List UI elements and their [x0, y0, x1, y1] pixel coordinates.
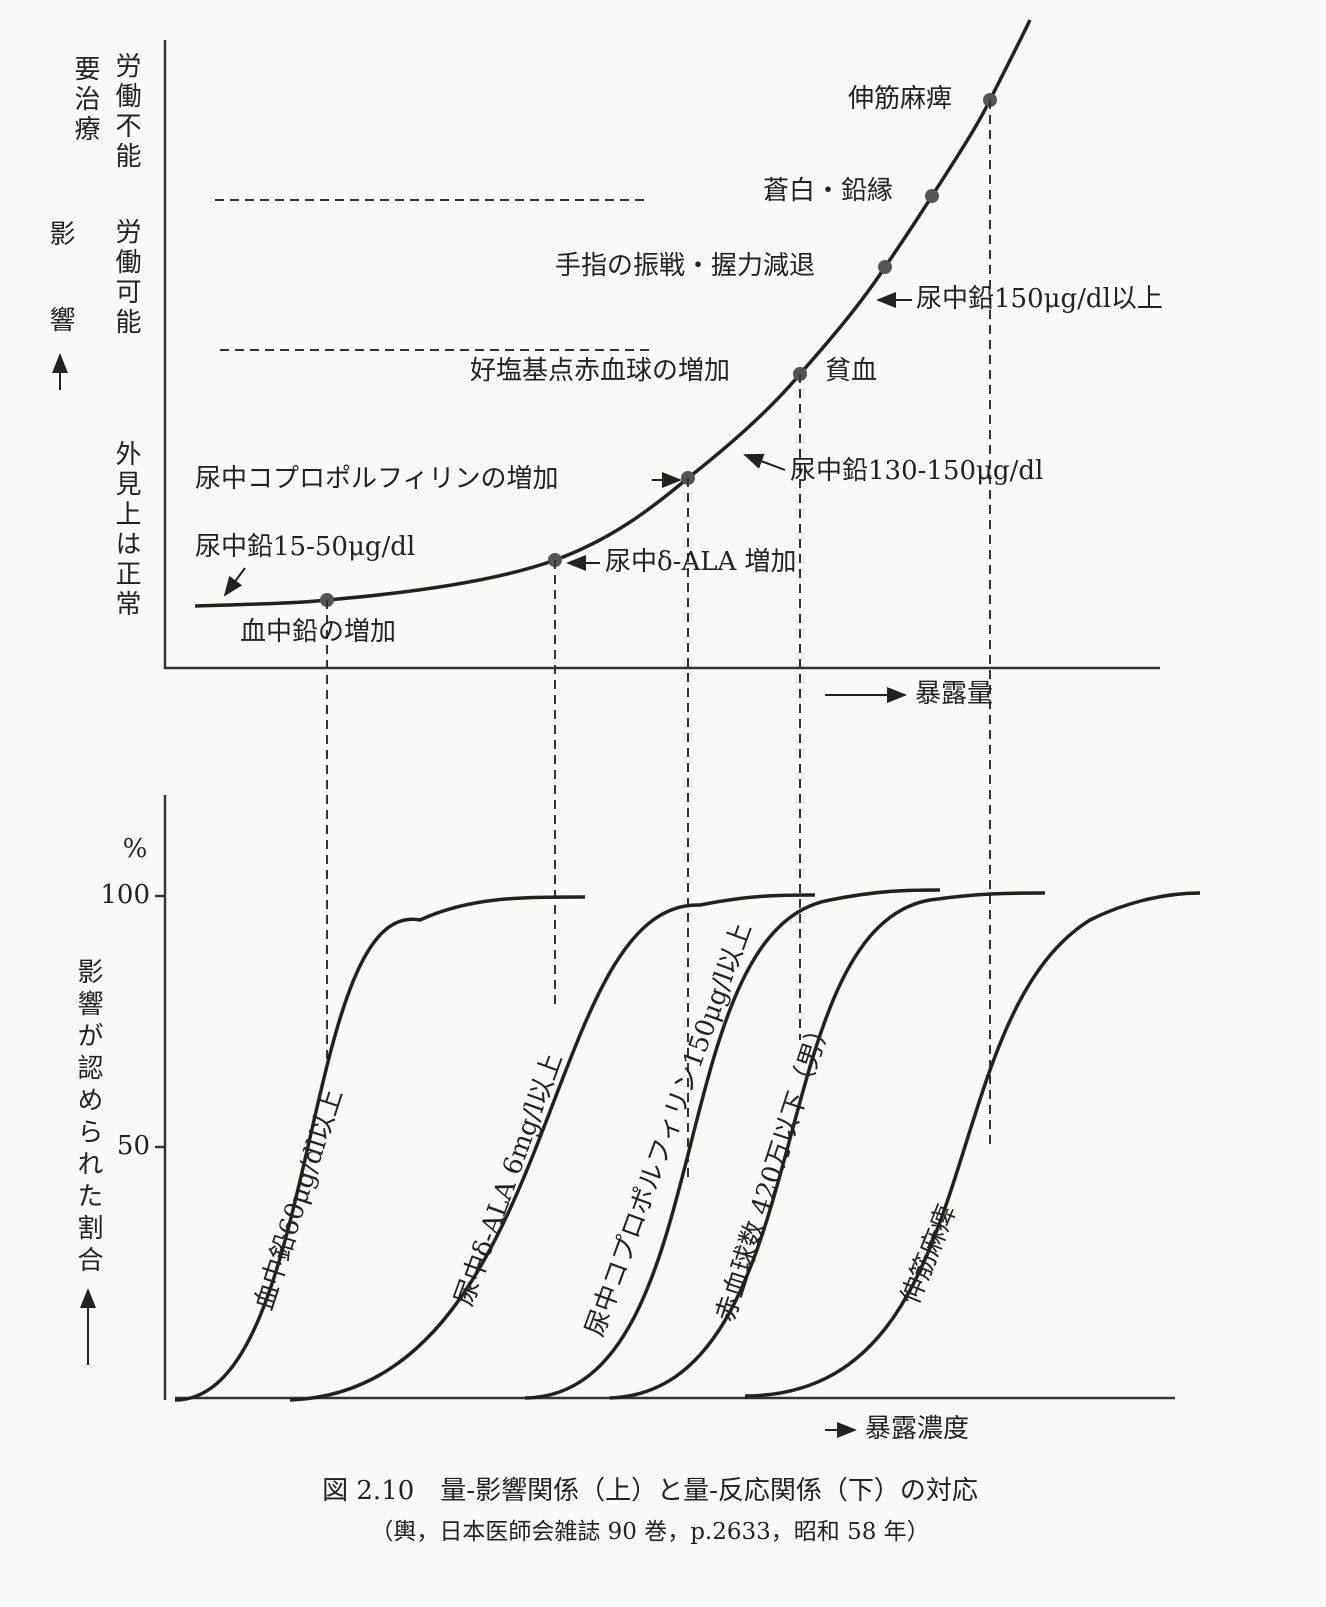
tick-label: 50 — [117, 1131, 150, 1161]
level: 外見上は正常 — [111, 440, 141, 620]
label: 尿中鉛15-50μg/dl — [195, 532, 415, 562]
unit: % — [123, 834, 148, 864]
x-axis-label: 暴露濃度 — [865, 1414, 969, 1444]
caption: 図 2.10 量-影響関係（上）と量-反応関係（下）の対応 — [322, 1476, 978, 1506]
label: 尿中鉛130-150μg/dl — [790, 456, 1043, 486]
label: 貧血 — [825, 356, 877, 386]
arrow — [223, 567, 246, 597]
label: 蒼白・鉛縁 — [763, 176, 893, 206]
response-curve — [609, 891, 1046, 1400]
response-curve — [289, 893, 816, 1402]
level: 労働不能 — [111, 52, 141, 172]
response-curve — [174, 895, 586, 1402]
top-chart: 要治療 労働不能 労働可能 外見上は正常 影響 伸筋麻痺 蒼白・鉛縁 手指の振戦… — [45, 19, 1163, 1180]
ticks — [155, 894, 165, 1149]
effect-curve — [194, 19, 1032, 608]
label: 血中鉛の増加 — [240, 617, 396, 647]
y-axis-label: 影響が認められた割合 — [73, 958, 103, 1278]
level: 労働可能 — [111, 218, 141, 338]
arrow — [743, 453, 786, 471]
level-lines — [215, 199, 650, 351]
curve-label: 赤血球数 420万以下（男） — [711, 1014, 838, 1326]
tick-label: 100 — [100, 880, 150, 910]
x-axis-label: 暴露量 — [915, 679, 993, 709]
drop-lines — [326, 100, 991, 1180]
label: 尿中δ-ALA 増加 — [605, 547, 797, 577]
curve-label: 伸筋麻痺 — [896, 1201, 963, 1309]
response-curve — [524, 888, 941, 1400]
curve-label: 尿中δ-ALA 6mg/l以上 — [449, 1049, 568, 1310]
label: 尿中鉛150μg/dl以上 — [916, 284, 1163, 314]
curve-label: 血中鉛60μg/dl以上 — [249, 1086, 349, 1314]
response-curve — [744, 891, 1201, 1398]
axes — [163, 40, 1160, 670]
label: 手指の振戦・握力減退 — [555, 251, 815, 281]
points — [320, 93, 997, 607]
label: 伸筋麻痺 — [848, 84, 952, 114]
label: 好塩基点赤血球の増加 — [470, 356, 730, 386]
level: 要治療 — [70, 55, 100, 145]
bottom-chart: % 100 50 影響が認められた割合 血中鉛60μg/dl以上 尿中δ-ALA… — [73, 795, 1201, 1444]
caption-source: （輿，日本医師会雑誌 90 巻，p.2633，昭和 58 年） — [370, 1519, 929, 1545]
label: 尿中コプロポルフィリンの増加 — [195, 464, 558, 494]
